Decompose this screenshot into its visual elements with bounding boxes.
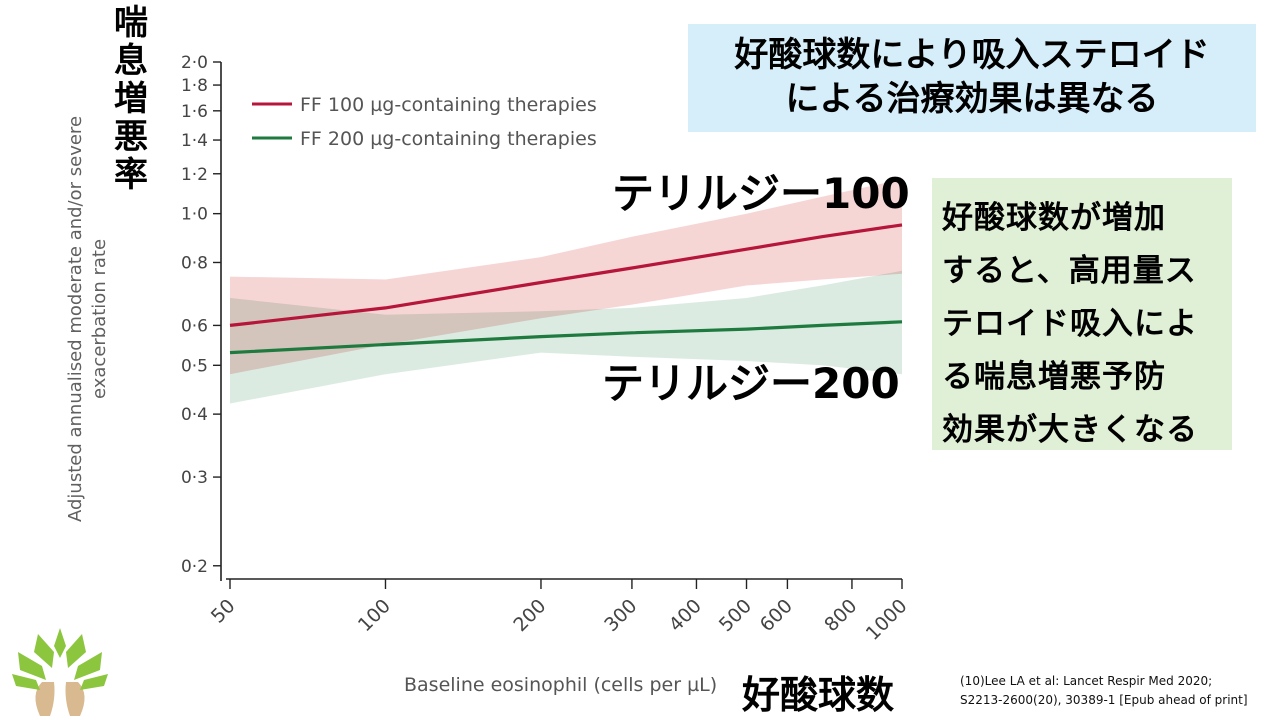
chart-legend: FF 100 µg-containing therapies FF 200 µg-… [252, 94, 597, 150]
y-axis-label-char: 増 [114, 79, 148, 119]
y-tick-label: 0·5 [181, 356, 208, 376]
y-axis-label-char: 喘 [114, 3, 148, 43]
series-line-ff100 [229, 223, 903, 327]
y-tick-label: 0·2 [181, 557, 208, 577]
y-axis-label-char: 率 [114, 155, 148, 195]
x-axis-label-english: Baseline eosinophil (cells per µL) [404, 674, 718, 696]
y-tick-label: 0·6 [181, 316, 208, 336]
x-tick-label: 400 [665, 595, 706, 636]
note-line: 効果が大きくなる [942, 412, 1198, 448]
x-tick-label: 300 [600, 595, 641, 636]
x-tick-label: 500 [715, 595, 756, 636]
note-line: る喘息増悪予防 [942, 359, 1166, 395]
x-axis-label-japanese: 好酸球数 [742, 673, 895, 717]
series-label-trelegy-100: テリルジー100 [612, 169, 910, 218]
explanation-note-box: 好酸球数が増加 すると、高用量ス テロイド吸入によ る喘息増悪予防 効果が大きく… [932, 178, 1232, 450]
note-line: テロイド吸入によ [942, 306, 1198, 342]
y-tick-label: 1·2 [181, 165, 208, 185]
y-tick-label: 1·6 [181, 102, 208, 122]
slide-title-line: 好酸球数により吸入ステロイド [734, 35, 1210, 75]
x-tick-label: 800 [820, 595, 861, 636]
legend-entry-label: FF 200 µg-containing therapies [300, 128, 597, 150]
y-tick-label: 0·4 [181, 405, 208, 425]
y-tick-label: 0·8 [181, 253, 208, 273]
y-tick-label: 2·0 [181, 53, 208, 73]
slide-title-box: 好酸球数により吸入ステロイド による治療効果は異なる [688, 24, 1256, 132]
x-tick-label: 50 [207, 595, 240, 628]
y-axis-label-japanese: 喘 息 増 悪 率 [108, 4, 154, 194]
y-tick-label: 1·0 [181, 205, 208, 225]
series-lines [229, 223, 903, 355]
series-line-ff200 [229, 320, 903, 355]
y-axis-label-char: 息 [114, 41, 148, 81]
tree-logo-icon [12, 628, 108, 716]
series-label-trelegy-200: テリルジー200 [602, 359, 900, 408]
x-tick-label: 200 [509, 595, 550, 636]
y-tick-label: 0·3 [181, 468, 208, 488]
note-line: すると、高用量ス [942, 253, 1197, 289]
citation-line: (10)Lee LA et al: Lancet Respir Med 2020… [960, 674, 1213, 688]
citation: (10)Lee LA et al: Lancet Respir Med 2020… [960, 672, 1248, 710]
note-line: 好酸球数が増加 [942, 200, 1166, 236]
y-tick-label: 1·4 [181, 131, 208, 151]
x-tick-label: 100 [354, 595, 395, 636]
x-tick-label: 1000 [862, 595, 912, 645]
legend-entry-label: FF 100 µg-containing therapies [300, 94, 597, 116]
slide-title-line: による治療効果は異なる [785, 79, 1159, 119]
y-tick-label: 1·8 [181, 76, 208, 96]
y-axis-label-char: 悪 [114, 117, 148, 157]
x-tick-label: 600 [756, 595, 797, 636]
citation-line: S2213-2600(20), 30389-1 [Epub ahead of p… [960, 693, 1248, 707]
